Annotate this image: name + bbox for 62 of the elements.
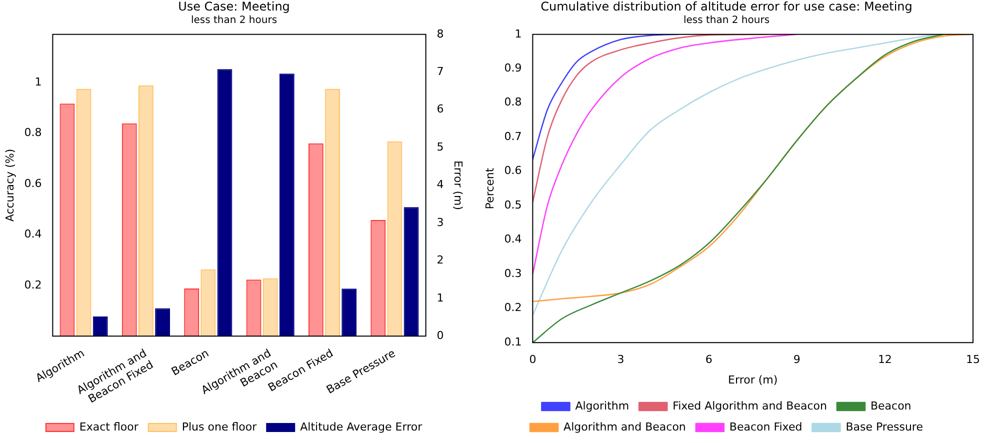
bar — [184, 288, 200, 336]
y-tick-label: 0.1 — [504, 335, 522, 348]
bar — [262, 278, 278, 336]
bar — [76, 88, 92, 336]
legend-label: Exact floor — [79, 420, 139, 434]
x-tick-label: 6 — [705, 353, 712, 366]
y-tick-label: 0.4 — [504, 232, 522, 246]
y-tick-label: 0.4 — [24, 228, 42, 241]
bar — [217, 69, 232, 336]
y-tick-label: 1 — [34, 75, 42, 88]
y-tick-label: 0.3 — [504, 266, 522, 280]
y2-tick-label: 8 — [436, 27, 444, 40]
y-tick-label: 0.8 — [504, 96, 522, 109]
y2-tick-label: 1 — [436, 291, 444, 304]
y-tick-label: 0.8 — [24, 126, 42, 140]
bar — [246, 280, 262, 336]
legend-label: Beacon Fixed — [729, 420, 802, 434]
bar — [342, 288, 357, 336]
bar — [308, 143, 324, 336]
legend-label: Beacon — [870, 399, 912, 412]
legend-label: Fixed Algorithm and Beacon — [672, 399, 827, 412]
x-axis-title: Error (m) — [728, 373, 778, 386]
x-tick-label: 9 — [793, 353, 800, 366]
y-tick-label: 0.6 — [24, 176, 42, 190]
y-tick-label: 0.6 — [504, 164, 522, 178]
y2-axis-title: Error (m) — [452, 160, 465, 210]
y2-tick-label: 2 — [436, 254, 444, 267]
y-axis-title: Accuracy (%) — [3, 148, 16, 222]
legend-label: Altitude Average Error — [300, 420, 423, 434]
legend-label: Base Pressure — [846, 420, 924, 434]
y-tick-label: 0.2 — [504, 301, 522, 314]
bar — [370, 220, 386, 336]
y-axis-title: Percent — [483, 167, 496, 210]
x-tick-label: 0 — [529, 353, 536, 366]
bar — [200, 269, 216, 336]
legend-label: Algorithm — [575, 399, 630, 412]
bar — [138, 85, 154, 336]
y-tick-label: 0.7 — [504, 130, 522, 143]
bar — [60, 104, 75, 336]
legend-label: Plus one floor — [182, 420, 258, 434]
y-tick-label: 1 — [514, 27, 522, 40]
y2-tick-label: 5 — [436, 140, 444, 154]
bar — [122, 123, 137, 336]
chart-title: Use Case: Meeting — [178, 0, 290, 14]
bar — [279, 74, 294, 336]
y2-tick-label: 4 — [436, 178, 444, 192]
x-tick-label: 12 — [878, 353, 892, 366]
x-tick-label: 15 — [966, 353, 980, 366]
y-tick-label: 0.2 — [24, 278, 42, 292]
legend-label: Algorithm and Beacon — [564, 420, 686, 434]
y2-tick-label: 7 — [436, 64, 444, 78]
y2-tick-label: 0 — [436, 328, 444, 342]
x-tick-label: 3 — [617, 353, 624, 366]
y-tick-label: 0.9 — [504, 62, 522, 75]
chart-subtitle: less than 2 hours — [683, 14, 770, 26]
y-tick-label: 0.5 — [504, 198, 522, 212]
bar — [155, 308, 170, 336]
y2-tick-label: 3 — [436, 216, 444, 229]
bar — [325, 88, 340, 336]
chart-subtitle: less than 2 hours — [190, 14, 278, 26]
chart-title: Cumulative distribution of altitude error for use case: Meeting — [540, 0, 912, 14]
y2-tick-label: 6 — [436, 102, 444, 116]
